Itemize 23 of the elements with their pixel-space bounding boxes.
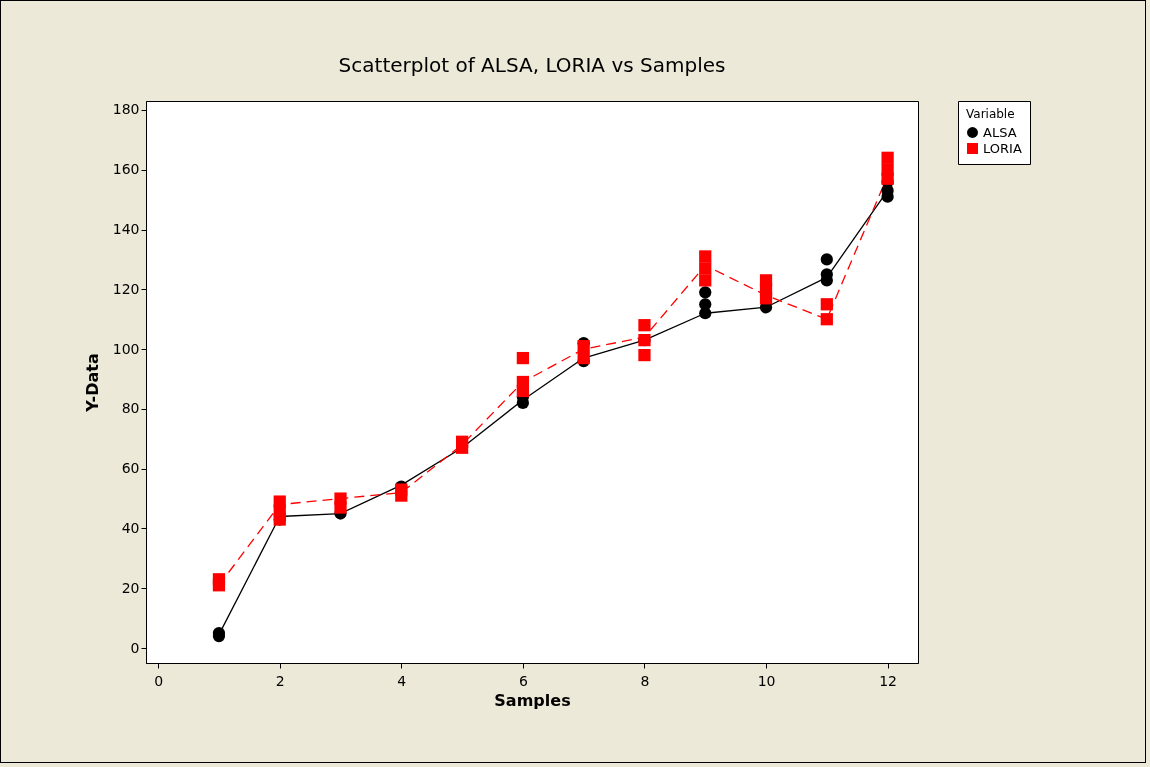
y-tick-label: 20 [121,579,140,596]
legend-title: Variable [966,107,1015,121]
x-tick-label: 4 [397,672,407,689]
x-tick-label: 8 [640,672,650,689]
y-tick-label: 120 [112,280,140,297]
y-axis-title: Y-Data [82,353,102,413]
x-tick-label: 2 [275,672,285,689]
y-tick-label: 40 [121,519,140,536]
x-tick-label: 6 [518,672,528,689]
x-tick-label: 10 [757,672,776,689]
x-tick-label: 12 [879,672,898,689]
x-tick-label: 0 [154,672,164,689]
chart-title: Scatterplot of ALSA, LORIA vs Samples [338,52,726,77]
y-tick-label: 160 [112,161,140,178]
legend-label: LORIA [983,140,1022,156]
y-tick-label: 60 [121,460,140,477]
legend-label: ALSA [983,124,1017,140]
y-tick-label: 100 [112,340,140,357]
x-axis-title: Samples [494,690,571,710]
y-tick-label: 140 [112,221,140,238]
y-tick-label: 0 [130,639,140,656]
y-tick-label: 180 [112,101,140,118]
y-tick-label: 80 [121,400,140,417]
